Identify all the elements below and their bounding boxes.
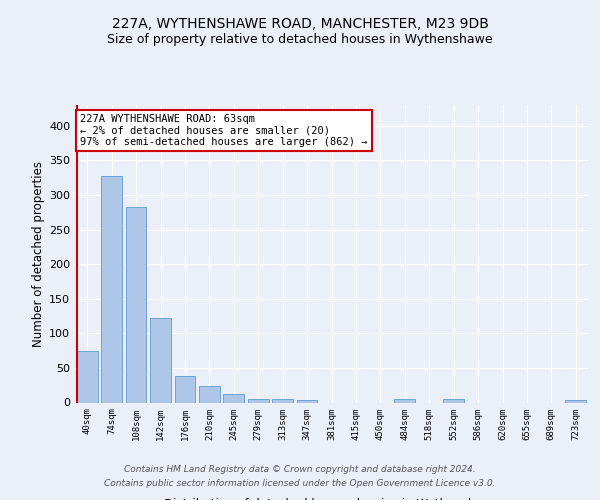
Bar — [565, 400, 586, 402]
Bar — [101, 176, 122, 402]
Bar — [77, 350, 98, 403]
Y-axis label: Number of detached properties: Number of detached properties — [32, 161, 45, 347]
Bar — [199, 386, 220, 402]
Bar — [394, 399, 415, 402]
Bar — [125, 206, 146, 402]
X-axis label: Distribution of detached houses by size in Wythenshawe: Distribution of detached houses by size … — [164, 498, 499, 500]
Text: 227A, WYTHENSHAWE ROAD, MANCHESTER, M23 9DB: 227A, WYTHENSHAWE ROAD, MANCHESTER, M23 … — [112, 18, 488, 32]
Text: Size of property relative to detached houses in Wythenshawe: Size of property relative to detached ho… — [107, 32, 493, 46]
Text: 227A WYTHENSHAWE ROAD: 63sqm
← 2% of detached houses are smaller (20)
97% of sem: 227A WYTHENSHAWE ROAD: 63sqm ← 2% of det… — [80, 114, 368, 147]
Bar — [223, 394, 244, 402]
Bar — [150, 318, 171, 402]
Text: Contains HM Land Registry data © Crown copyright and database right 2024.: Contains HM Land Registry data © Crown c… — [124, 465, 476, 474]
Bar — [296, 400, 317, 402]
Bar — [272, 399, 293, 402]
Bar — [443, 399, 464, 402]
Bar — [175, 376, 196, 402]
Text: Contains public sector information licensed under the Open Government Licence v3: Contains public sector information licen… — [104, 478, 496, 488]
Bar — [248, 399, 269, 402]
